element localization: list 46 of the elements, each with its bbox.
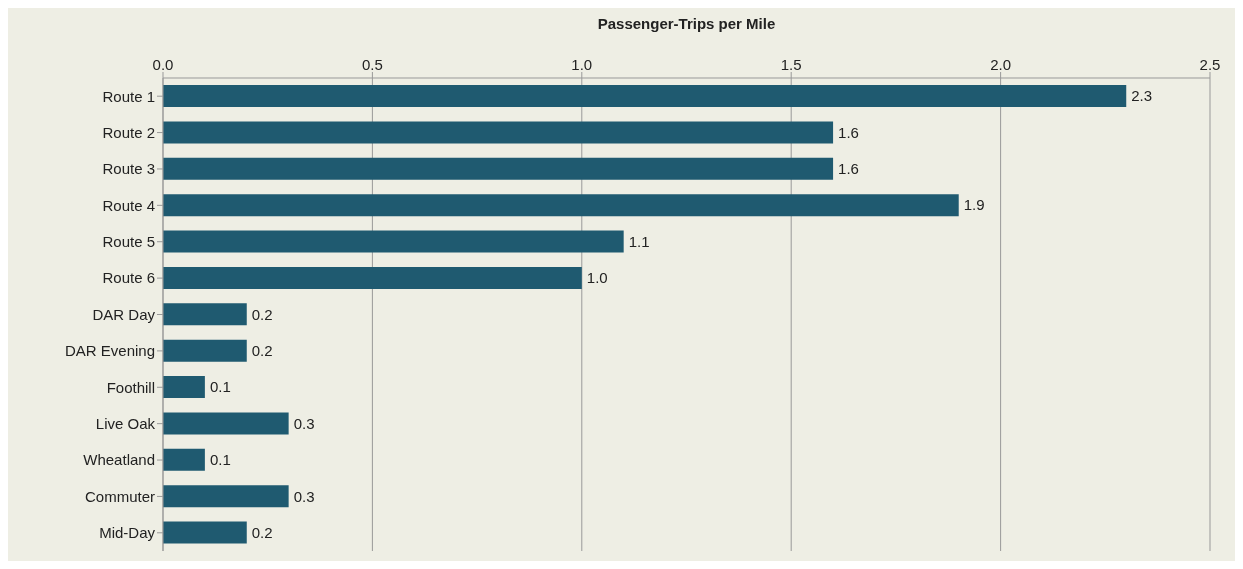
y-tick-label: Route 4 — [102, 196, 155, 214]
data-label: 1.9 — [963, 196, 985, 214]
y-tick-label: DAR Evening — [64, 342, 155, 360]
x-axis-title: Passenger-Trips per Mile — [597, 14, 776, 32]
y-tick-label: Wheatland — [83, 451, 155, 469]
y-tick-label: Route 3 — [102, 160, 155, 178]
data-label: 0.1 — [209, 378, 231, 396]
y-tick-label: Mid-Day — [99, 524, 156, 542]
bar — [163, 121, 834, 144]
y-tick-label: Foothill — [106, 378, 155, 396]
x-tick-label: 1.5 — [780, 56, 802, 73]
x-tick-label: 0.5 — [361, 56, 383, 73]
data-label: 1.1 — [628, 232, 650, 250]
data-label: 1.6 — [838, 160, 859, 178]
bar — [163, 376, 205, 399]
data-label: 0.3 — [293, 487, 315, 505]
y-tick-label: DAR Day — [92, 305, 156, 323]
data-label: 2.3 — [1131, 87, 1153, 105]
data-label: 1.0 — [586, 269, 608, 287]
bar — [163, 85, 1127, 107]
y-tick-label: Route 2 — [102, 123, 155, 141]
y-tick-label: Route 6 — [102, 269, 155, 287]
bar — [163, 412, 289, 435]
data-label: 0.2 — [251, 305, 273, 323]
bar — [163, 194, 959, 217]
y-tick-label: Route 5 — [102, 233, 155, 251]
x-tick-label: 2.5 — [1199, 56, 1221, 73]
y-tick-label: Commuter — [84, 487, 155, 505]
data-label: 1.6 — [838, 123, 859, 141]
x-tick-label: 1.0 — [571, 56, 593, 73]
bar — [163, 230, 624, 253]
x-tick-label: 2.0 — [990, 56, 1012, 73]
bar — [163, 303, 247, 326]
bar — [163, 521, 247, 544]
bar — [163, 485, 289, 508]
data-label: 0.2 — [251, 342, 273, 360]
y-tick-label: Route 1 — [102, 87, 155, 105]
bar — [163, 448, 205, 471]
bar — [163, 339, 247, 362]
bar — [163, 157, 834, 180]
x-tick-label: 0.0 — [152, 56, 174, 73]
y-tick-label: Live Oak — [95, 414, 156, 432]
data-label: 0.3 — [293, 414, 315, 432]
data-label: 0.2 — [251, 523, 273, 541]
bar — [163, 266, 582, 289]
data-label: 0.1 — [209, 451, 231, 469]
